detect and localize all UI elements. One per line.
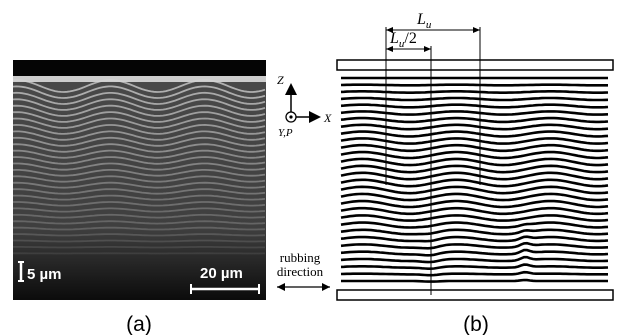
layer-line bbox=[341, 278, 608, 283]
layer-line bbox=[340, 171, 609, 181]
horizontal-scale-bar: 20 µm bbox=[190, 265, 260, 294]
layer-line bbox=[340, 192, 609, 202]
top-substrate bbox=[336, 59, 614, 71]
vertical-scale-bar: 5 µm bbox=[18, 261, 62, 283]
layer-line bbox=[340, 199, 609, 209]
layer-line bbox=[340, 110, 609, 116]
axis-indicator: Z X Y,P bbox=[277, 73, 332, 139]
bottom-substrate bbox=[336, 289, 614, 301]
layer-line bbox=[340, 90, 609, 94]
layer-line bbox=[340, 143, 609, 153]
layer-line bbox=[340, 255, 609, 264]
z-axis-label: Z bbox=[277, 73, 284, 87]
layer-line bbox=[340, 214, 609, 222]
schematic-panel: Lu Lu/2 bbox=[336, 11, 614, 301]
layer-line bbox=[340, 83, 608, 87]
micrograph-panel bbox=[13, 60, 266, 300]
layer-line bbox=[340, 103, 609, 109]
layer-lines bbox=[340, 76, 609, 283]
half-period-label: Lu/2 bbox=[389, 30, 417, 50]
layer-line bbox=[340, 235, 609, 243]
layer-line bbox=[340, 248, 609, 257]
period-label: Lu bbox=[416, 11, 432, 31]
layer-line bbox=[340, 178, 609, 188]
x-axis-label: X bbox=[323, 111, 332, 125]
layer-line bbox=[340, 228, 609, 236]
rubbing-label-line1: rubbing bbox=[280, 250, 321, 265]
layer-line bbox=[340, 130, 609, 138]
layer-line bbox=[340, 206, 609, 216]
caption-a: (a) bbox=[126, 313, 152, 335]
layer-line bbox=[340, 137, 609, 145]
layer-line bbox=[340, 241, 609, 250]
layer-line bbox=[340, 150, 609, 160]
caption-b: (b) bbox=[463, 313, 489, 335]
layer-line bbox=[340, 164, 609, 174]
layer-line bbox=[340, 123, 609, 131]
layer-line bbox=[340, 221, 609, 229]
layer-line bbox=[340, 96, 609, 102]
layer-line bbox=[340, 116, 609, 124]
vertical-scale-label: 5 µm bbox=[27, 266, 62, 283]
layer-line bbox=[340, 185, 609, 195]
rubbing-direction: rubbing direction bbox=[277, 250, 330, 291]
layer-line bbox=[340, 157, 609, 167]
horizontal-scale-label: 20 µm bbox=[200, 265, 243, 282]
yp-axis-label: Y,P bbox=[278, 127, 293, 139]
layer-line bbox=[340, 263, 609, 270]
rubbing-label-line2: direction bbox=[277, 264, 324, 279]
layer-line bbox=[340, 270, 608, 277]
micrograph-bottom-fade bbox=[13, 60, 266, 300]
